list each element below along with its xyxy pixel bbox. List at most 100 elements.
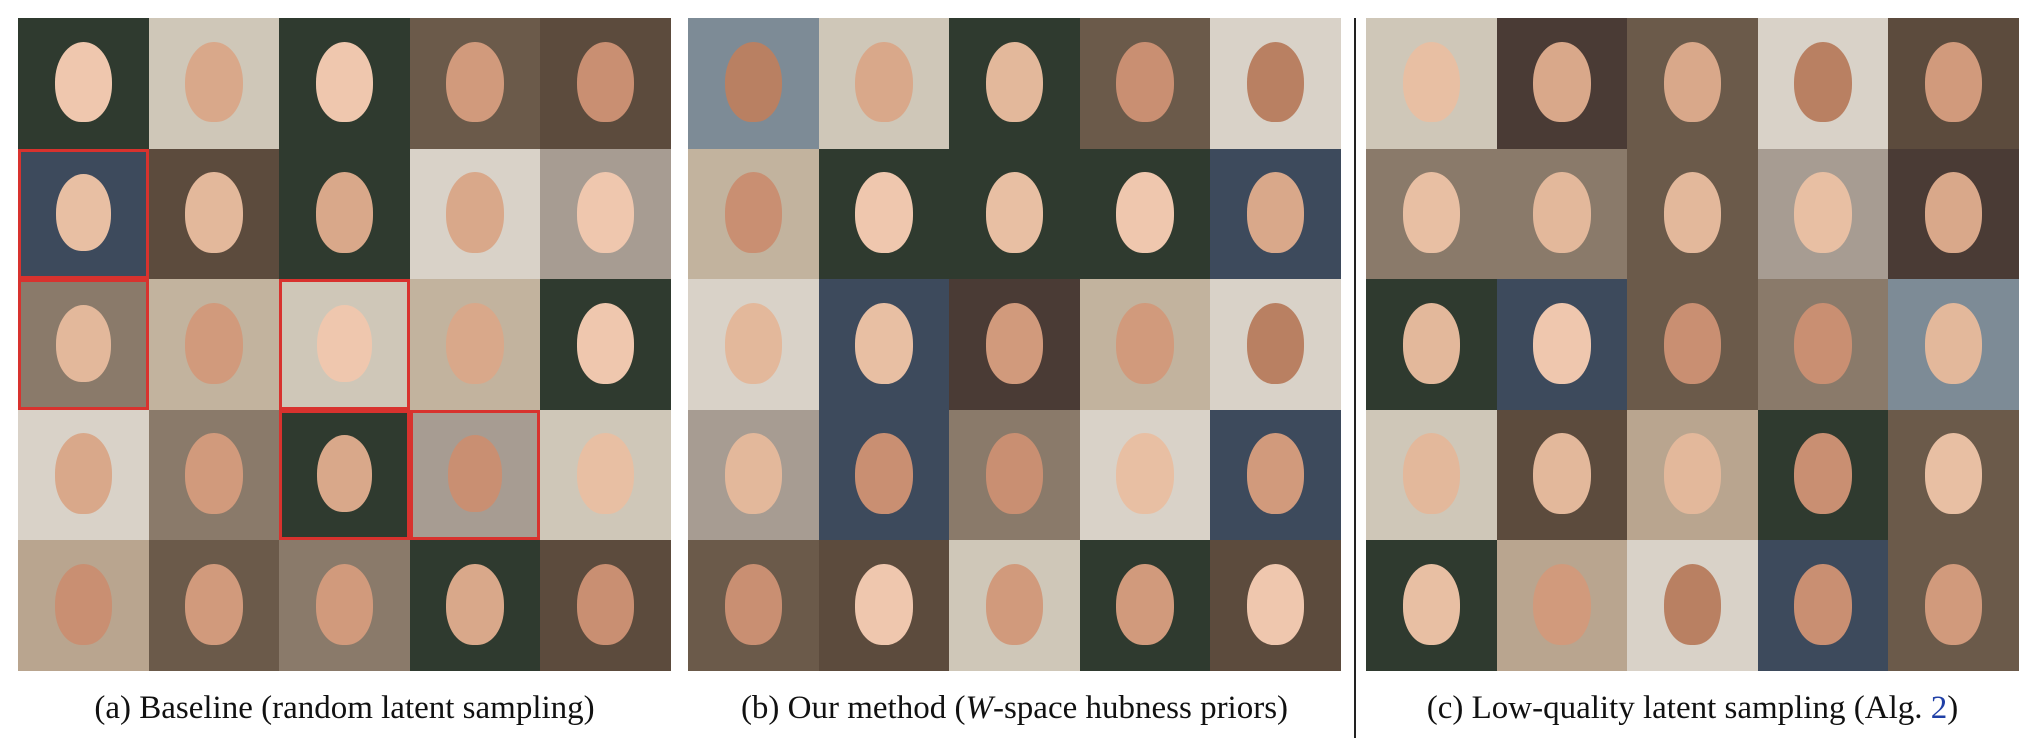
face <box>1533 172 1591 254</box>
face <box>446 41 504 123</box>
face-image <box>1496 148 1628 280</box>
face-image <box>148 18 280 149</box>
caption: (a) Baseline (random latent sampling) <box>94 690 595 726</box>
face-image <box>1757 148 1889 280</box>
face-image <box>540 279 671 410</box>
face-image <box>1627 18 1758 149</box>
face-image <box>1079 409 1211 541</box>
face <box>1402 172 1461 254</box>
face-image <box>949 540 1080 671</box>
face <box>317 304 372 382</box>
face <box>446 302 504 384</box>
face-image <box>1210 18 1341 149</box>
face <box>1533 563 1591 645</box>
caption-text: ) <box>1947 690 1959 726</box>
face <box>724 433 783 515</box>
face <box>1794 172 1852 254</box>
face <box>1402 41 1461 123</box>
face-image <box>279 279 410 410</box>
face <box>724 302 783 384</box>
face <box>855 41 913 123</box>
caption-text: (b) Our method ( <box>740 690 966 726</box>
face <box>1663 41 1722 123</box>
face <box>1663 302 1722 384</box>
face-image <box>148 279 280 410</box>
face <box>724 563 783 645</box>
method-grid <box>688 18 1341 671</box>
face <box>1794 563 1852 645</box>
face-image <box>18 279 149 410</box>
face-image <box>409 148 541 280</box>
face-image <box>818 279 950 410</box>
face <box>576 433 635 515</box>
face-image <box>409 409 541 541</box>
face <box>185 172 243 254</box>
face-image <box>409 18 541 149</box>
face-image <box>1757 279 1889 410</box>
face <box>1402 563 1461 645</box>
caption: (c) Low-quality latent sampling (Alg. 2) <box>1366 690 2019 727</box>
face-image <box>688 148 819 280</box>
face-image <box>1210 148 1341 280</box>
face-image <box>540 18 671 149</box>
face-image <box>688 409 819 541</box>
face-image <box>1079 540 1211 671</box>
face-image <box>688 540 819 671</box>
face <box>54 433 113 515</box>
face-image <box>1366 148 1497 280</box>
face-image <box>1627 409 1758 541</box>
face-image <box>1496 279 1628 410</box>
face-image <box>279 148 410 280</box>
face <box>1794 41 1852 123</box>
face <box>1533 433 1591 515</box>
face <box>1246 563 1305 645</box>
face-image <box>1210 409 1341 541</box>
face <box>1794 433 1852 515</box>
face <box>985 563 1044 645</box>
face <box>1924 41 1983 123</box>
face <box>55 304 111 382</box>
face-image <box>1757 540 1889 671</box>
face-image <box>1079 18 1211 149</box>
face <box>1402 302 1461 384</box>
face-image <box>1210 540 1341 671</box>
face-image <box>18 409 149 541</box>
face-image <box>1079 148 1211 280</box>
algorithm-link[interactable]: 2 <box>1930 690 1948 726</box>
face <box>1116 563 1174 645</box>
face <box>55 174 111 252</box>
face <box>1533 302 1591 384</box>
face <box>576 563 635 645</box>
face-image <box>1888 540 2019 671</box>
face <box>1794 302 1852 384</box>
face-image <box>818 18 950 149</box>
face-image <box>1366 409 1497 541</box>
face-image <box>818 409 950 541</box>
face <box>985 433 1044 515</box>
face <box>576 302 635 384</box>
face-image <box>949 148 1080 280</box>
face <box>724 172 783 254</box>
face-image <box>18 18 149 149</box>
face-image <box>148 540 280 671</box>
face <box>576 41 635 123</box>
face-image <box>1627 540 1758 671</box>
face-image <box>1496 540 1628 671</box>
face <box>1663 563 1722 645</box>
face <box>724 41 783 123</box>
face-image <box>540 148 671 280</box>
face-image <box>1888 279 2019 410</box>
face-image <box>1888 409 2019 541</box>
face-image <box>540 540 671 671</box>
face <box>1116 433 1174 515</box>
face <box>1663 433 1722 515</box>
face-image <box>949 18 1080 149</box>
face-image <box>279 409 410 541</box>
face-image <box>279 540 410 671</box>
face <box>1246 172 1305 254</box>
face-image <box>949 409 1080 541</box>
face <box>447 435 503 513</box>
face-image <box>1757 409 1889 541</box>
face-image <box>1210 279 1341 410</box>
